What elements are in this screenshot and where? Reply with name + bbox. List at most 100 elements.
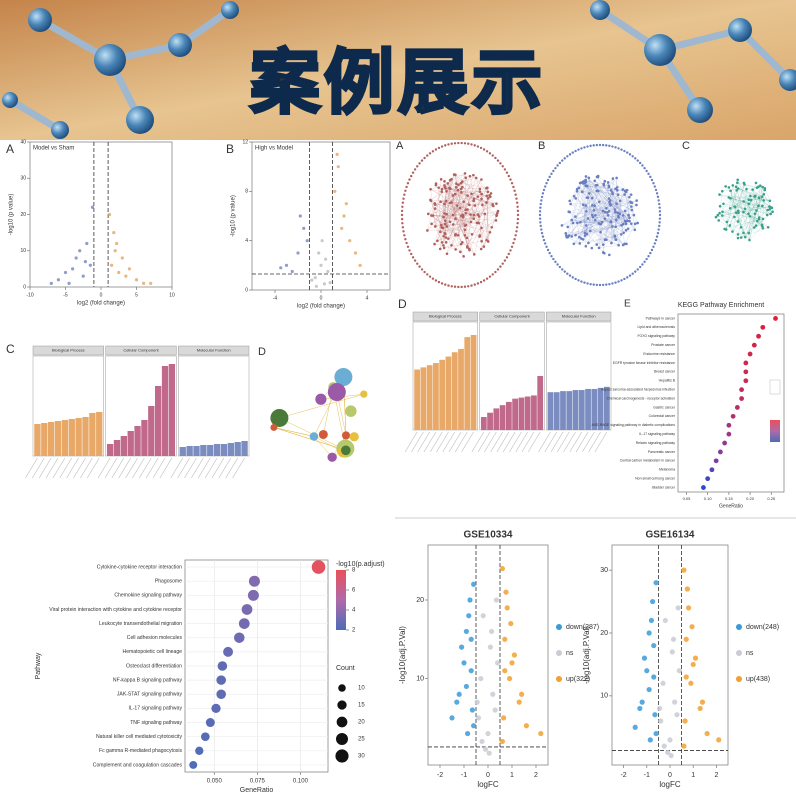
y-tick-label: 40 — [20, 139, 26, 145]
x-label-placeholder — [497, 432, 509, 452]
size-key — [337, 717, 348, 728]
network-node — [477, 145, 479, 147]
network-node — [464, 224, 467, 227]
category-label: IL-17 signaling pathway — [639, 432, 675, 436]
network-node — [574, 215, 577, 218]
network-node — [659, 217, 661, 219]
network-node — [737, 237, 740, 240]
y-tick-label: 8 — [245, 189, 248, 195]
banner-title: 案例展示 — [250, 43, 546, 121]
point — [505, 605, 510, 610]
network-node — [626, 219, 629, 222]
network-node — [607, 214, 610, 217]
legend-box — [770, 380, 780, 394]
network-node — [539, 206, 541, 208]
network-node — [327, 453, 336, 462]
network-node — [464, 209, 467, 212]
network-node — [444, 223, 447, 226]
colorbar — [336, 570, 346, 630]
dot — [195, 747, 203, 755]
network-node — [757, 186, 760, 189]
network-node — [761, 195, 764, 198]
point — [142, 282, 145, 285]
network-node — [434, 225, 437, 228]
network-node — [753, 226, 756, 229]
x-label-placeholder — [126, 458, 138, 478]
network-node — [540, 199, 542, 201]
network-node — [556, 263, 558, 265]
plot-frame — [678, 314, 784, 492]
size-key — [336, 733, 348, 745]
bar — [493, 408, 499, 430]
network-node — [609, 220, 612, 223]
x-tick-label: 0.10 — [704, 496, 713, 501]
network-node — [491, 203, 494, 206]
bar — [433, 363, 439, 430]
y-axis-label: -log10(adj.P.Val) — [398, 626, 407, 684]
size-key — [335, 749, 348, 762]
point — [637, 706, 642, 711]
point — [466, 613, 471, 618]
network-node — [449, 220, 452, 223]
network-node — [473, 214, 476, 217]
bar — [193, 446, 199, 456]
network-node — [548, 176, 550, 178]
network-node — [490, 226, 493, 229]
category-label: Cell adhesion molecules — [127, 635, 183, 641]
point — [653, 580, 658, 585]
x-axis-label: logFC — [659, 780, 681, 789]
bar — [519, 398, 525, 430]
panel-label: E — [624, 299, 631, 310]
x-label-placeholder — [411, 432, 423, 452]
network-node — [588, 192, 591, 195]
network-node — [454, 173, 457, 176]
point — [483, 747, 488, 752]
network-node — [628, 217, 631, 220]
network-node — [631, 155, 633, 157]
network-node — [487, 197, 490, 200]
network-node — [543, 239, 545, 241]
network-node — [461, 180, 464, 183]
network-node — [442, 216, 445, 219]
network-node — [580, 280, 582, 282]
network-node — [614, 208, 617, 211]
network-node — [605, 144, 607, 146]
network-node — [591, 197, 594, 200]
network-node — [659, 214, 661, 216]
dot — [760, 325, 765, 330]
point — [649, 618, 654, 623]
network-node — [645, 170, 647, 172]
dot — [248, 590, 259, 601]
network-node — [486, 277, 488, 279]
network-node — [517, 218, 519, 220]
dot — [718, 450, 723, 455]
network-node — [457, 189, 460, 192]
category-label: Phagosome — [155, 579, 182, 585]
network-node — [429, 188, 432, 191]
point — [296, 251, 299, 254]
network-node — [628, 196, 631, 199]
network-node — [607, 181, 610, 184]
network-node — [483, 148, 485, 150]
network-node — [433, 243, 436, 246]
network-node — [435, 279, 437, 281]
network-node — [430, 223, 433, 226]
network-node — [651, 249, 653, 251]
network-node — [414, 259, 416, 261]
network-node — [624, 220, 627, 223]
size-key — [338, 684, 346, 692]
network-node — [605, 207, 608, 210]
point — [670, 649, 675, 654]
bar — [69, 419, 75, 456]
network-node — [360, 390, 367, 397]
dot — [743, 378, 748, 383]
network-node — [547, 179, 549, 181]
network-node — [469, 175, 472, 178]
network-node — [636, 222, 639, 225]
bar — [89, 413, 95, 456]
network-node — [608, 145, 610, 147]
network-node — [630, 205, 633, 208]
point — [653, 731, 658, 736]
x-label-placeholder — [430, 432, 442, 452]
